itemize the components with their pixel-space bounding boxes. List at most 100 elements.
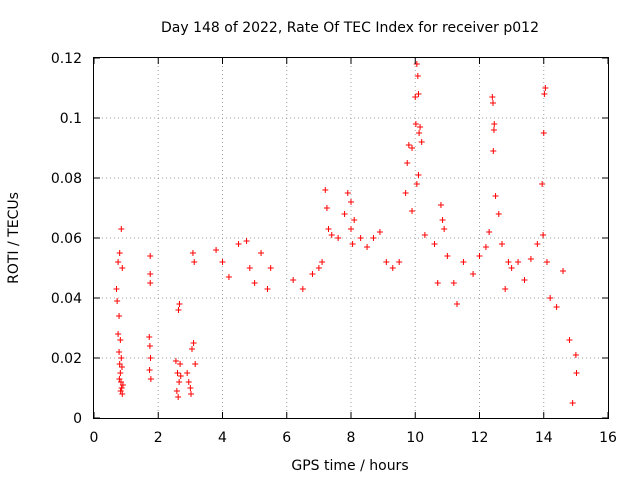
data-point xyxy=(490,127,497,133)
data-point xyxy=(434,280,441,286)
data-point xyxy=(389,265,396,271)
data-point xyxy=(539,181,546,187)
data-point xyxy=(115,259,122,265)
x-tick-label: 4 xyxy=(218,430,227,446)
x-tick-label: 14 xyxy=(535,430,553,446)
data-point xyxy=(147,253,154,259)
data-point xyxy=(147,355,154,361)
data-point xyxy=(412,94,419,100)
data-point xyxy=(547,295,554,301)
data-point xyxy=(185,379,192,385)
data-point xyxy=(444,253,451,259)
data-point xyxy=(113,286,120,292)
data-point xyxy=(534,241,541,247)
data-point xyxy=(357,235,364,241)
data-point xyxy=(173,388,180,394)
data-point xyxy=(405,142,412,148)
data-point xyxy=(176,379,183,385)
data-point xyxy=(175,307,182,313)
data-point xyxy=(414,73,421,79)
data-point xyxy=(175,394,182,400)
data-point xyxy=(114,298,121,304)
data-point xyxy=(508,265,515,271)
data-point xyxy=(476,253,483,259)
y-tick-label: 0.12 xyxy=(51,51,82,67)
data-point xyxy=(119,265,126,271)
data-point xyxy=(431,241,438,247)
data-point xyxy=(439,217,446,223)
data-point xyxy=(569,400,576,406)
data-point xyxy=(188,346,195,352)
data-point xyxy=(415,91,422,97)
data-point xyxy=(246,265,253,271)
data-point xyxy=(543,259,550,265)
data-point xyxy=(187,385,194,391)
data-point xyxy=(189,250,196,256)
data-point xyxy=(415,172,422,178)
data-point xyxy=(489,94,496,100)
data-point xyxy=(325,226,332,232)
grid-layer xyxy=(94,58,608,418)
data-point xyxy=(299,286,306,292)
data-point xyxy=(416,130,423,136)
data-point xyxy=(341,211,348,217)
data-point xyxy=(454,301,461,307)
data-point xyxy=(118,385,125,391)
data-point xyxy=(540,232,547,238)
data-point xyxy=(348,226,354,232)
data-point xyxy=(309,271,316,277)
data-point xyxy=(225,274,232,280)
data-point xyxy=(290,277,297,283)
data-point xyxy=(376,229,383,235)
data-point xyxy=(486,229,493,235)
data-point xyxy=(177,361,184,367)
data-point xyxy=(349,241,356,247)
data-point xyxy=(146,334,153,340)
data-point xyxy=(542,85,549,91)
data-point xyxy=(383,259,390,265)
data-point xyxy=(409,145,416,151)
x-tick-label: 0 xyxy=(90,430,99,446)
data-point xyxy=(118,355,125,361)
data-point xyxy=(492,193,499,199)
data-point xyxy=(176,301,183,307)
y-tick-label: 0 xyxy=(73,411,82,427)
data-point xyxy=(323,205,330,211)
data-point xyxy=(498,241,505,247)
data-point xyxy=(328,232,335,238)
x-tick-label: 10 xyxy=(406,430,424,446)
data-point xyxy=(527,256,534,262)
data-point xyxy=(521,277,528,283)
data-point xyxy=(502,286,509,292)
data-point xyxy=(213,247,220,253)
data-point xyxy=(491,121,498,127)
data-point xyxy=(117,337,124,343)
data-point xyxy=(190,340,197,346)
data-point xyxy=(450,280,457,286)
chart-title: Day 148 of 2022, Rate Of TEC Index for r… xyxy=(161,20,539,36)
data-point xyxy=(258,250,265,256)
data-point xyxy=(460,259,467,265)
data-point xyxy=(515,259,522,265)
data-point xyxy=(505,259,512,265)
data-point xyxy=(495,211,502,217)
data-point xyxy=(409,208,416,214)
data-points xyxy=(113,61,580,406)
x-axis-label: GPS time / hours xyxy=(291,458,408,474)
data-point xyxy=(184,370,191,376)
data-point xyxy=(421,232,428,238)
data-point xyxy=(146,367,153,373)
data-point xyxy=(573,370,580,376)
data-point xyxy=(115,331,122,337)
data-point xyxy=(192,361,199,367)
data-point xyxy=(117,370,124,376)
data-point xyxy=(490,148,497,154)
data-point xyxy=(118,364,125,370)
data-point xyxy=(441,226,448,232)
data-point xyxy=(418,139,425,145)
data-point xyxy=(370,235,377,241)
data-point xyxy=(396,259,403,265)
x-tick-label: 16 xyxy=(599,430,617,446)
data-point xyxy=(188,391,195,397)
